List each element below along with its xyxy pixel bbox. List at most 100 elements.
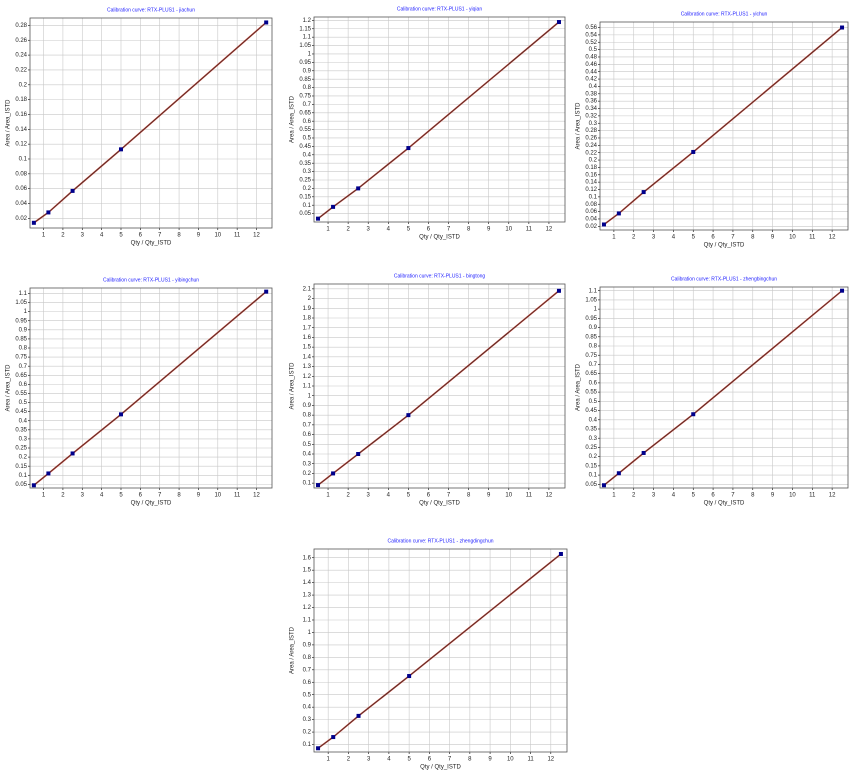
y-tick-label: 0.05 — [15, 482, 27, 488]
x-tick-label: 5 — [119, 233, 123, 239]
chart-panel: Calibration curve: RTX-PLUS1 - jiachun 0.… — [6, 7, 273, 247]
x-tick-label: 6 — [711, 235, 715, 241]
x-tick-label: 12 — [253, 493, 260, 499]
x-axis-label: Qty / Qty_ISTD — [704, 501, 745, 507]
x-tick-label: 10 — [505, 227, 512, 233]
y-tick-label: 0.36 — [585, 99, 597, 105]
x-tick-label: 2 — [347, 757, 351, 763]
data-point — [31, 220, 36, 225]
y-tick-label: 0.16 — [585, 172, 597, 178]
y-tick-label: 0.2 — [303, 471, 312, 477]
data-point — [316, 746, 321, 751]
y-tick-label: 0.25 — [15, 446, 27, 452]
x-tick-label: 1 — [326, 757, 330, 763]
y-tick-label: 0.35 — [299, 161, 311, 167]
data-point — [316, 483, 321, 488]
y-tick-label: 0.15 — [299, 194, 311, 200]
data-point — [691, 412, 696, 417]
chart-title: Calibration curve: RTX-PLUS1 - zhengding… — [387, 538, 493, 544]
data-point — [118, 412, 123, 417]
y-tick-label: 0.34 — [585, 106, 597, 112]
x-tick-label: 1 — [42, 233, 46, 239]
y-tick-label: 0.32 — [585, 113, 597, 119]
data-point — [641, 190, 646, 195]
y-tick-label: 0.3 — [589, 121, 598, 127]
y-tick-label: 1.05 — [15, 300, 27, 306]
y-tick-label: 0.7 — [19, 364, 28, 370]
plot-frame — [599, 21, 849, 231]
y-tick-label: 0.5 — [19, 400, 28, 406]
y-tick-label: 0.5 — [303, 136, 312, 142]
y-tick-label: 0.2 — [589, 158, 598, 164]
data-point — [118, 147, 123, 152]
y-tick-label: 1.6 — [303, 555, 312, 561]
y-tick-label: 0.9 — [589, 325, 598, 331]
y-tick-label: 0.3 — [303, 169, 312, 175]
x-tick-label: 7 — [731, 235, 735, 241]
y-tick-label: 1.4 — [303, 354, 312, 360]
fit-line — [317, 290, 560, 486]
y-axis-label: Area / Area_ISTD — [290, 362, 296, 410]
x-tick-label: 10 — [214, 493, 221, 499]
x-tick-label: 11 — [527, 757, 534, 763]
chart-panel: Calibration curve: RTX-PLUS1 - yichun 0.0… — [576, 11, 849, 249]
x-tick-label: 9 — [487, 227, 491, 233]
x-tick-label: 8 — [468, 757, 472, 763]
y-tick-label: 0.8 — [19, 346, 28, 352]
y-tick-label: 0.54 — [585, 32, 597, 38]
y-tick-label: 1.2 — [303, 18, 312, 24]
y-tick-label: 1.1 — [589, 288, 598, 294]
x-tick-label: 1 — [326, 227, 330, 233]
y-tick-label: 0.35 — [15, 427, 27, 433]
x-tick-label: 7 — [158, 233, 162, 239]
x-tick-label: 5 — [407, 757, 411, 763]
x-tick-label: 4 — [100, 493, 104, 499]
y-tick-label: 0.85 — [585, 334, 597, 340]
y-tick-label: 0.52 — [585, 40, 597, 46]
chart-panel: Calibration curve: RTX-PLUS1 - yibingchu… — [6, 277, 273, 507]
y-tick-label: 0.9 — [303, 68, 312, 74]
y-tick-label: 1.1 — [303, 35, 312, 41]
y-tick-label: 0.08 — [15, 171, 27, 177]
y-tick-label: 1.3 — [303, 364, 312, 370]
y-tick-label: 0.6 — [303, 119, 312, 125]
y-tick-label: 0.05 — [299, 211, 311, 217]
x-tick-label: 8 — [751, 235, 755, 241]
data-point — [616, 471, 621, 476]
plot-frame — [29, 17, 273, 229]
chart-panel: Calibration curve: RTX-PLUS1 - zhengding… — [290, 538, 568, 771]
data-point — [691, 149, 696, 154]
x-tick-label: 3 — [367, 757, 371, 763]
y-tick-label: 1 — [308, 630, 312, 636]
x-tick-label: 3 — [367, 227, 371, 233]
y-tick-label: 0.95 — [299, 60, 311, 66]
y-tick-label: 0.6 — [19, 382, 28, 388]
x-tick-label: 2 — [346, 227, 350, 233]
y-tick-label: 0.55 — [585, 390, 597, 396]
x-tick-label: 3 — [367, 493, 371, 499]
x-tick-label: 4 — [672, 235, 676, 241]
data-point — [264, 289, 269, 294]
y-tick-label: 0.4 — [303, 705, 312, 711]
y-tick-label: 0.75 — [15, 355, 27, 361]
plot-frame — [313, 283, 566, 489]
chart-title: Calibration curve: RTX-PLUS1 - yibingchu… — [103, 277, 199, 283]
y-tick-label: 0.85 — [15, 336, 27, 342]
data-point — [46, 471, 51, 476]
x-tick-label: 3 — [652, 493, 656, 499]
y-axis-label: Area / Area_ISTD — [576, 363, 582, 411]
y-tick-label: 0.1 — [303, 203, 312, 209]
x-tick-label: 11 — [809, 493, 816, 499]
x-tick-label: 11 — [526, 227, 533, 233]
x-tick-label: 9 — [771, 493, 775, 499]
y-tick-label: 0.3 — [303, 461, 312, 467]
plot-frame — [599, 286, 849, 489]
y-tick-label: 0.48 — [585, 55, 597, 61]
x-tick-label: 5 — [692, 235, 696, 241]
data-point — [601, 483, 606, 488]
x-axis-label: Qty / Qty_ISTD — [419, 501, 460, 507]
chart-title: Calibration curve: RTX-PLUS1 - jiachun — [107, 7, 195, 13]
y-tick-label: 0.14 — [15, 127, 27, 133]
x-axis-label: Qty / Qty_ISTD — [704, 243, 745, 249]
y-tick-label: 0.7 — [303, 667, 312, 673]
